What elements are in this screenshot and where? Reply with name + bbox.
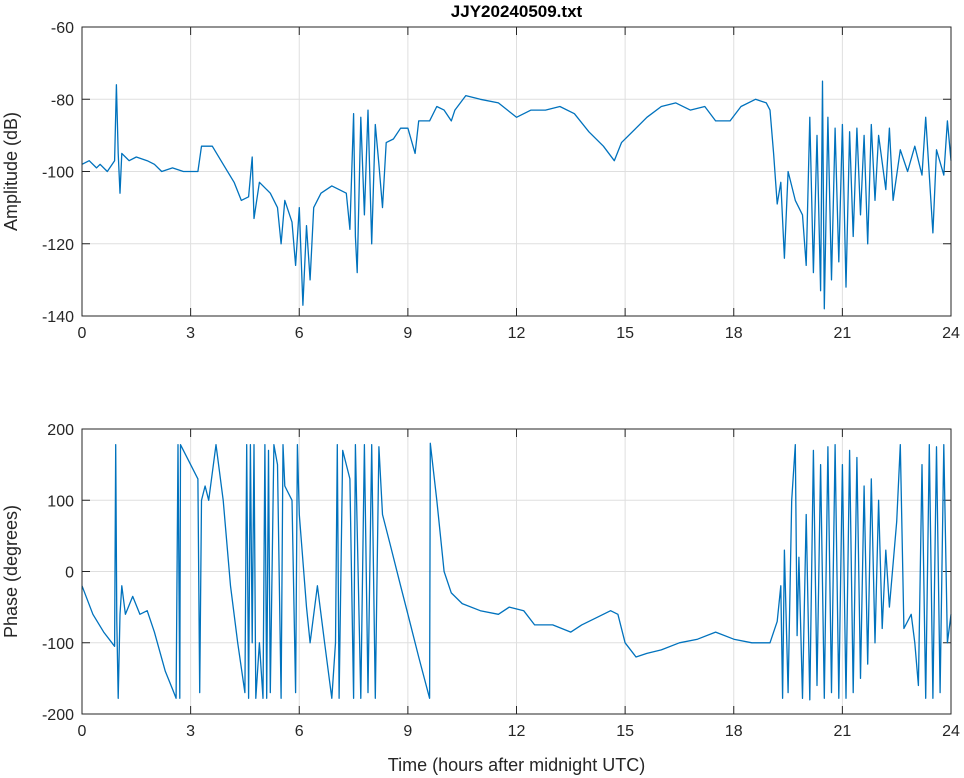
x-tick-label: 12 [508,723,526,740]
chart-title: JJY20240509.txt [451,2,583,21]
x-tick-label: 6 [295,723,304,740]
y-tick-label: 100 [47,493,74,510]
x-axis-label: Time (hours after midnight UTC) [388,755,645,775]
x-tick-label: 15 [616,325,634,342]
y-tick-label: -120 [42,237,74,254]
y-axis-label: Phase (degrees) [1,505,21,638]
axes-box [81,26,952,317]
x-tick-label: 3 [186,723,195,740]
x-tick-label: 24 [942,325,960,342]
phase-series-line [81,442,952,701]
phase-axes: 0 3 6 9 12 15 18 21 24 200 100 0 -100 -200 Phase (degr… [1,422,960,775]
x-tick-label: 0 [78,723,87,740]
x-tick-label: 21 [833,723,851,740]
axes-box [81,428,952,715]
x-tick-label: 6 [295,325,304,342]
amplitude-series-line [81,80,952,310]
y-axis-label: Amplitude (dB) [1,112,21,231]
y-tick-label: 0 [65,565,74,582]
amplitude-axes: 0 3 6 9 12 15 18 21 24 -60 -80 -100 -120 -140 JJY20240… [1,2,960,342]
x-tick-label: 3 [186,325,195,342]
y-tick-label: -100 [42,636,74,653]
x-tick-label: 21 [833,325,851,342]
x-tick-label: 15 [616,723,634,740]
x-tick-label: 24 [942,723,960,740]
x-tick-label: 0 [78,325,87,342]
y-tick-label: -60 [51,20,74,37]
y-tick-label: 200 [47,422,74,439]
y-tick-label: -140 [42,309,74,326]
y-tick-label: -80 [51,92,74,109]
x-tick-label: 18 [725,325,743,342]
y-tick-label: -200 [42,707,74,724]
x-tick-label: 9 [403,723,412,740]
y-tick-label: -100 [42,165,74,182]
x-tick-label: 18 [725,723,743,740]
x-tick-label: 9 [403,325,412,342]
x-tick-label: 12 [508,325,526,342]
